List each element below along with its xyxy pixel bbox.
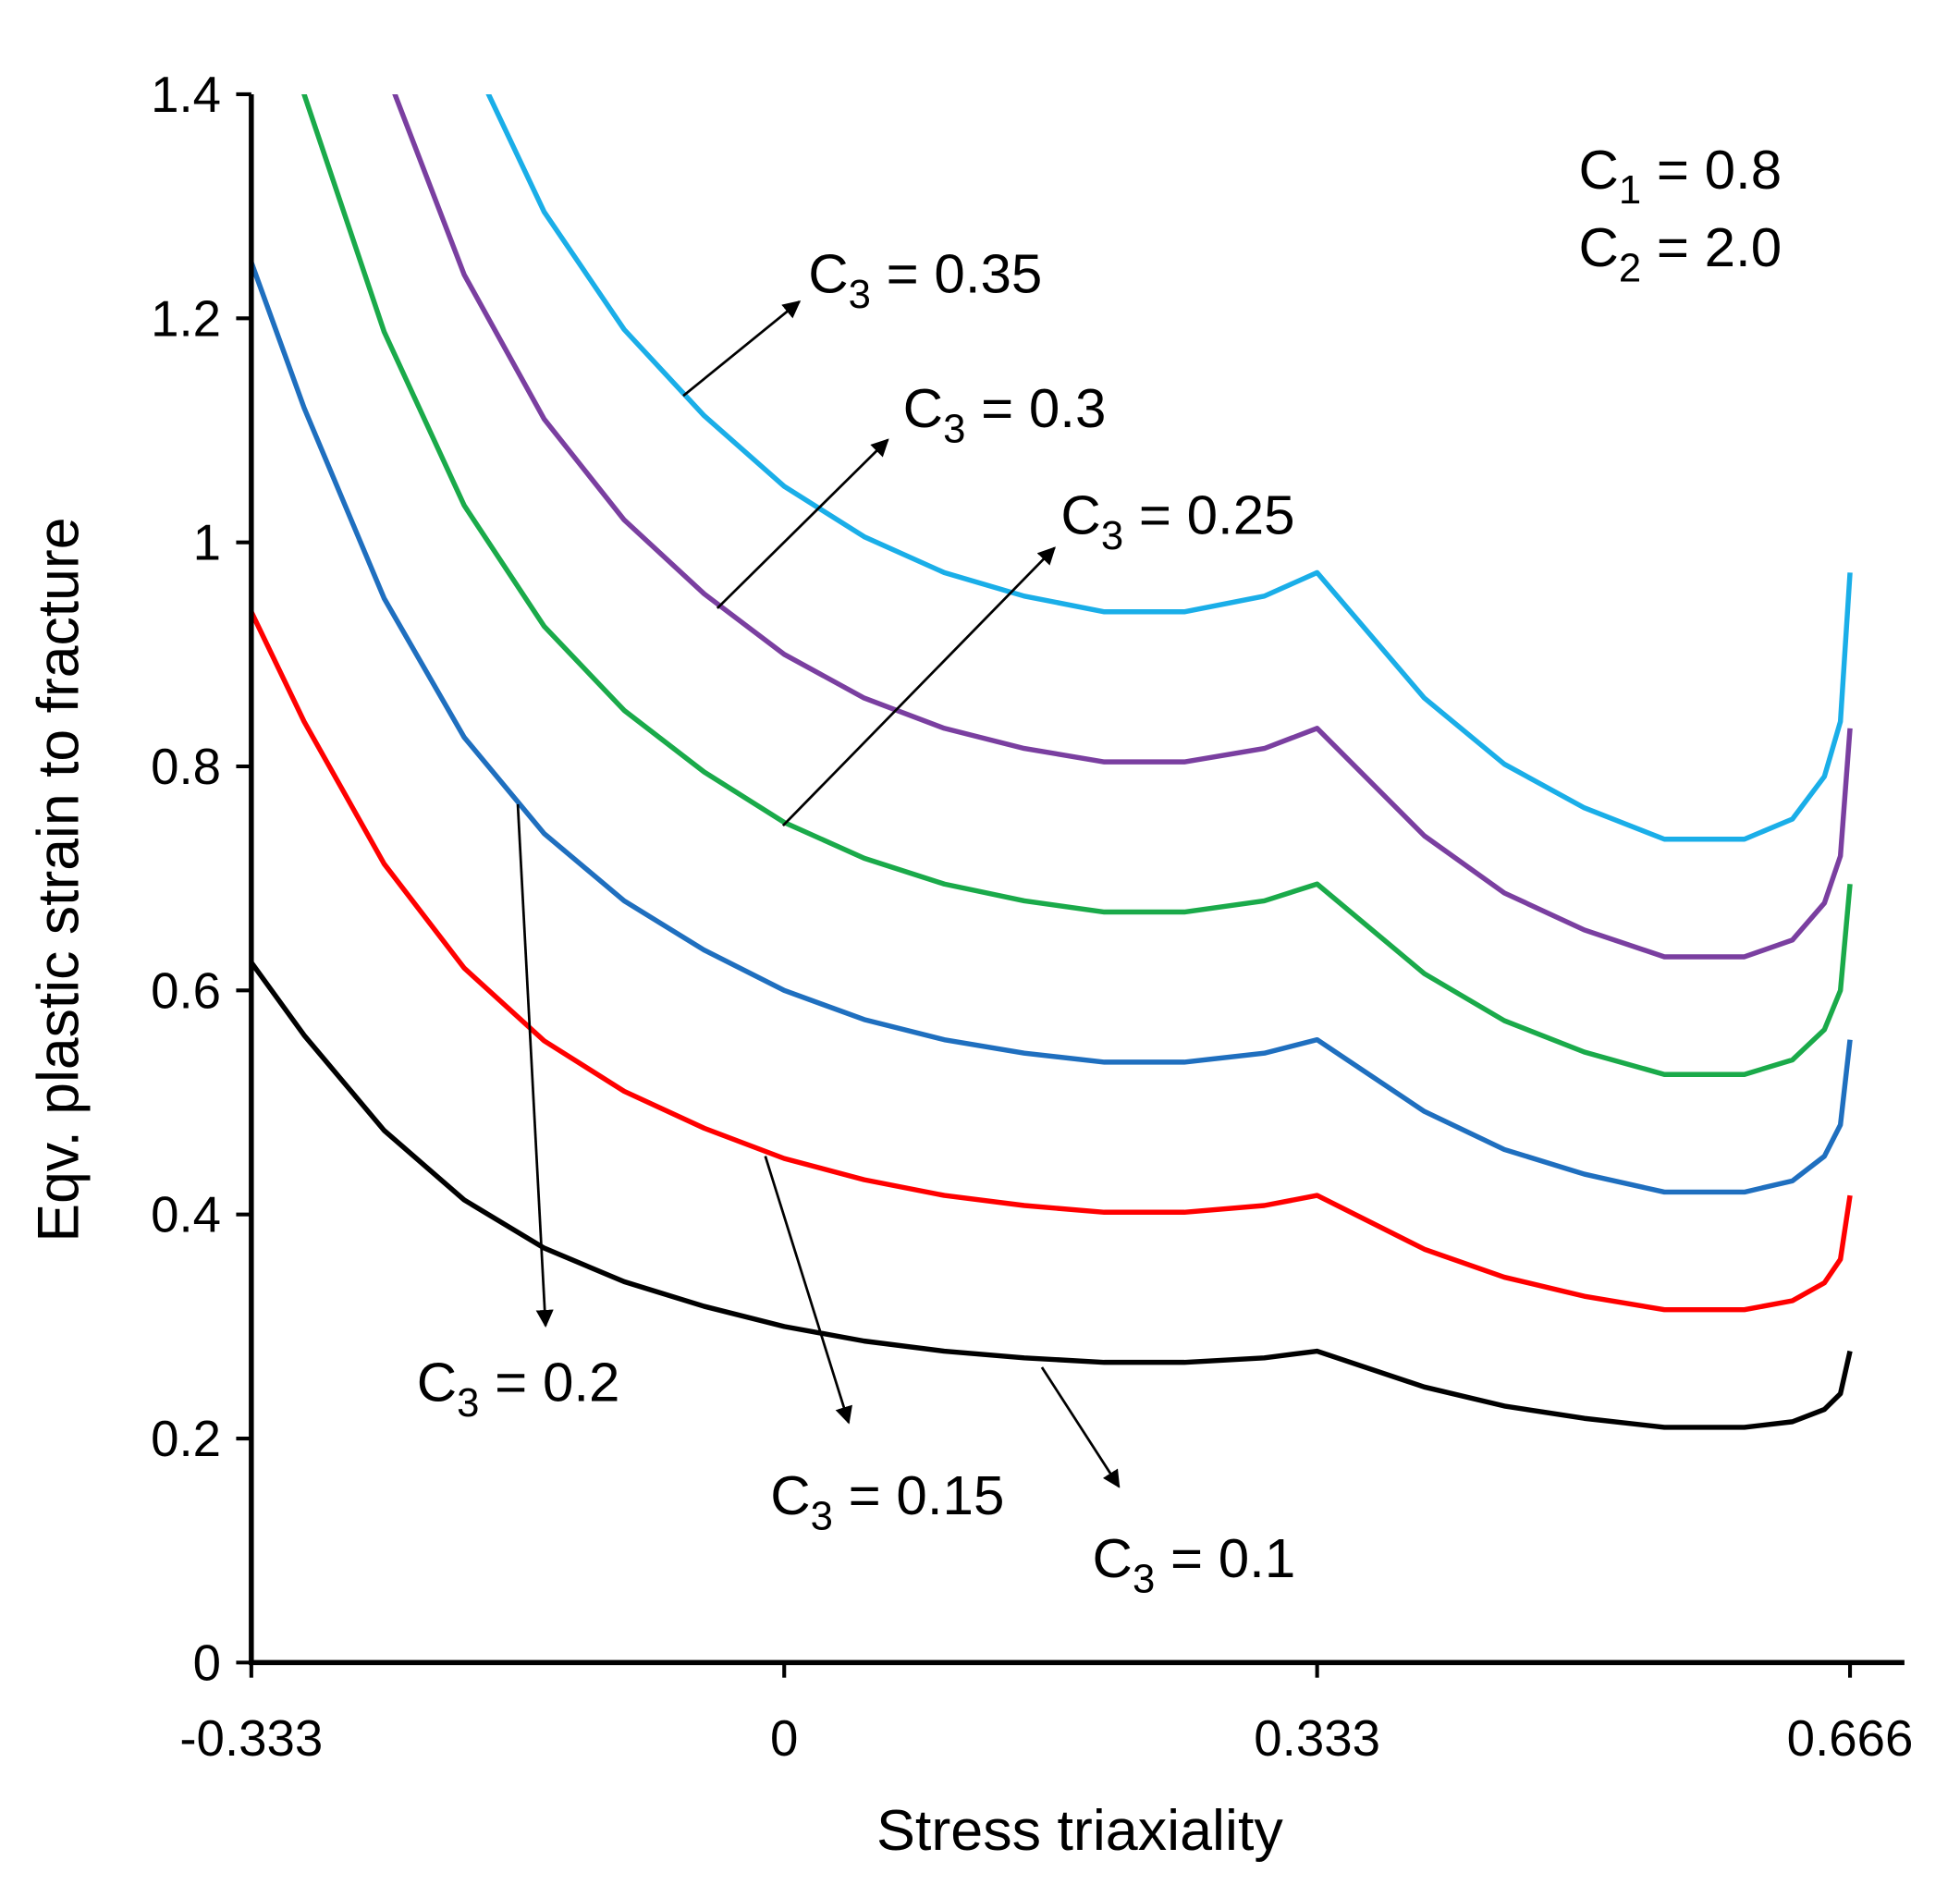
x-axis-title: Stress triaxiality	[876, 1798, 1284, 1863]
y-tick-label: 0	[193, 1635, 221, 1692]
y-tick-label: 0.6	[151, 962, 221, 1019]
arrow	[682, 300, 802, 398]
text-part: C	[903, 377, 943, 439]
text-part: 3	[1101, 514, 1123, 558]
arrow	[781, 546, 1056, 827]
arrow	[716, 438, 889, 609]
series-line	[249, 961, 1853, 1430]
text-part: C	[808, 243, 848, 305]
series-line	[485, 93, 1853, 842]
text-part: = 0.25	[1123, 484, 1294, 546]
text-part: 3	[1133, 1557, 1155, 1601]
text-part: 1	[1619, 168, 1641, 213]
text-part: = 0.2	[479, 1352, 619, 1414]
series-label: C3 = 0.3	[903, 377, 1107, 451]
annotation: C2 = 2.0	[1578, 216, 1782, 290]
series-label: C3 = 0.35	[808, 243, 1042, 317]
text-part: C	[1093, 1527, 1133, 1589]
annotation-arrows	[516, 300, 1121, 1488]
plot-area	[249, 93, 1853, 1430]
text-part: C	[417, 1352, 457, 1414]
series-label: C3 = 0.2	[417, 1352, 620, 1426]
y-tick-label: 0.2	[151, 1411, 221, 1467]
text-part: = 0.15	[833, 1464, 1004, 1526]
arrow	[516, 803, 554, 1328]
text-part: = 0.1	[1155, 1527, 1295, 1589]
x-tick-label: 0	[770, 1710, 798, 1767]
text-part: C	[1060, 484, 1100, 546]
y-axis-title: Eqv. plastic strain to fracture	[27, 517, 92, 1242]
text-part: 2	[1619, 247, 1641, 291]
y-tick-label: 0.8	[151, 739, 221, 795]
series-label: C3 = 0.25	[1060, 484, 1294, 558]
x-tick-label: 0.666	[1787, 1710, 1914, 1767]
series-line	[249, 610, 1853, 1313]
text-part: C	[770, 1464, 810, 1526]
series-line	[392, 93, 1853, 960]
text-part: = 2.0	[1641, 216, 1782, 278]
series-label: C3 = 0.15	[770, 1464, 1004, 1538]
arrow	[764, 1156, 852, 1425]
text-part: = 0.35	[871, 243, 1042, 305]
annotation: C1 = 0.8	[1578, 139, 1782, 213]
text-part: C	[1578, 139, 1618, 201]
x-tick-label: -0.333	[179, 1710, 323, 1767]
y-tick-label: 1.2	[151, 290, 221, 347]
text-part: 3	[943, 408, 965, 452]
text-part: = 0.8	[1641, 139, 1782, 201]
arrow	[1040, 1366, 1121, 1488]
text-part: = 0.3	[965, 377, 1106, 439]
text-part: 3	[811, 1494, 833, 1538]
x-tick-label: 0.333	[1254, 1710, 1380, 1767]
series-line	[301, 93, 1853, 1077]
text-part: 3	[457, 1381, 479, 1426]
y-tick-label: 0.4	[151, 1187, 221, 1243]
series-line	[249, 261, 1853, 1195]
y-tick-label: 1.4	[151, 67, 221, 123]
text-part: 3	[849, 273, 871, 317]
text-part: C	[1578, 216, 1618, 278]
series-label: C3 = 0.1	[1093, 1527, 1296, 1601]
y-tick-label: 1	[193, 515, 221, 571]
